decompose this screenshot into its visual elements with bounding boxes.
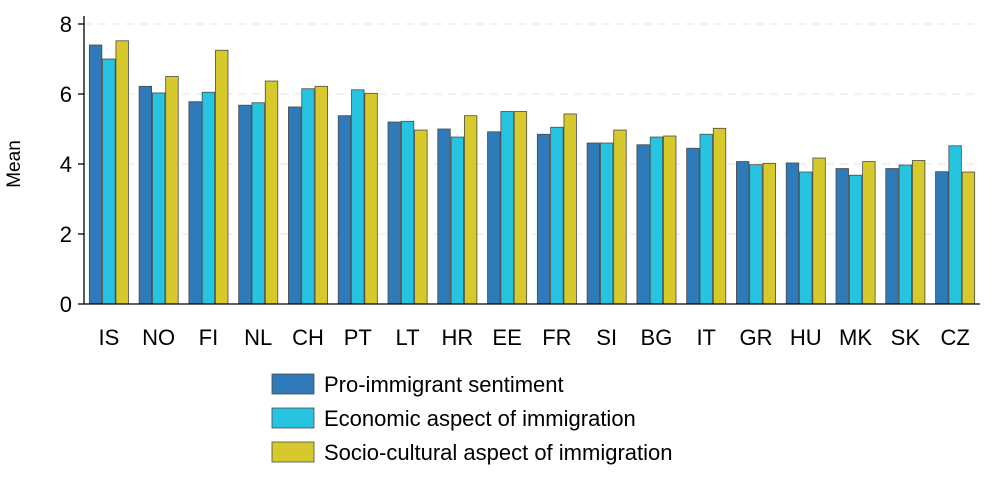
bar-gr-series-2: [749, 164, 763, 305]
bar-cz-series-2: [948, 145, 962, 305]
legend-swatch-1: [271, 373, 315, 395]
x-tick-labels: IS NO FI NL CH PT LT HR EE FR SI BG IT GR HU MK SK CZ: [98, 325, 969, 350]
bar-it-series-1: [686, 147, 700, 305]
x-tick-label-fr: FR: [542, 325, 571, 350]
legend-swatch-2: [271, 407, 315, 429]
x-tick-label-cz: CZ: [940, 325, 969, 350]
bar-fr-series-3: [563, 113, 577, 305]
bar-mk-series-3: [862, 161, 876, 305]
bar-nl-series-3: [264, 80, 279, 305]
bar-ch-series-3: [314, 85, 328, 305]
bar-si-series-3: [613, 129, 627, 305]
bar-cz-series-3: [961, 171, 976, 305]
legend-label-1: Pro-immigrant sentiment: [324, 372, 564, 397]
x-tick-label-si: SI: [596, 325, 617, 350]
bar-mk-series-2: [848, 174, 863, 305]
bar-fi-series-2: [201, 91, 216, 305]
bar-cz-series-1: [935, 171, 949, 305]
bar-lt-series-3: [414, 129, 428, 305]
bar-is-series-3: [115, 40, 129, 305]
bar-ee-series-2: [500, 111, 514, 305]
x-tick-label-sk: SK: [891, 325, 921, 350]
bar-pt-series-1: [337, 115, 352, 305]
y-tick-label: 2: [60, 222, 72, 247]
bar-bg-series-1: [636, 144, 650, 305]
bar-no-series-2: [152, 92, 166, 305]
bar-bg-series-3: [663, 135, 677, 305]
bar-bg-series-2: [649, 136, 664, 305]
x-tick-label-no: NO: [142, 325, 175, 350]
bar-hr-series-1: [437, 128, 451, 305]
legend: Pro-immigrant sentiment Economic aspect o…: [271, 372, 672, 465]
bar-hr-series-3: [463, 115, 478, 305]
bar-hr-series-2: [450, 136, 464, 305]
bar-gr-series-1: [736, 161, 750, 305]
bar-no-series-1: [138, 85, 153, 305]
bar-nl-series-1: [238, 104, 252, 305]
bar-hu-series-3: [812, 157, 826, 305]
bar-sk-series-1: [885, 168, 899, 305]
bar-pt-series-2: [351, 89, 365, 305]
legend-swatch-3: [271, 441, 315, 463]
legend-label-3: Socio-cultural aspect of immigration: [324, 440, 672, 465]
y-tick-label: 4: [60, 152, 72, 177]
bar-fr-series-2: [550, 126, 564, 305]
x-tick-label-pt: PT: [344, 325, 372, 350]
x-tick-label-bg: BG: [641, 325, 673, 350]
bar-ch-series-1: [288, 106, 302, 305]
bar-lt-series-1: [387, 121, 401, 305]
y-axis-title: Mean: [4, 140, 25, 188]
bar-is-series-2: [102, 58, 116, 305]
bar-ee-series-1: [487, 131, 501, 305]
axes: [78, 16, 980, 305]
bar-fi-series-1: [188, 101, 202, 305]
legend-label-2: Economic aspect of immigration: [324, 406, 636, 431]
bar-is-series-1: [88, 44, 103, 305]
bar-ch-series-2: [301, 88, 315, 305]
x-tick-label-hu: HU: [790, 325, 822, 350]
y-tick-labels: 0 2 4 6 8: [60, 12, 72, 317]
bar-pt-series-3: [364, 92, 378, 305]
bar-fi-series-3: [215, 49, 229, 305]
grid-lines: [84, 23, 980, 235]
y-tick-label: 0: [60, 292, 72, 317]
bar-it-series-2: [699, 133, 713, 305]
bar-sk-series-2: [898, 164, 912, 305]
bar-mk-series-1: [835, 168, 849, 305]
bar-lt-series-2: [400, 120, 415, 305]
bar-it-series-3: [712, 127, 727, 305]
x-tick-label-ee: EE: [492, 325, 521, 350]
x-tick-label-nl: NL: [244, 325, 272, 350]
bar-hu-series-1: [785, 162, 800, 305]
bar-fr-series-1: [536, 133, 551, 305]
x-tick-label-hr: HR: [441, 325, 473, 350]
bar-si-series-1: [586, 142, 601, 305]
x-tick-label-mk: MK: [839, 325, 872, 350]
bar-ee-series-3: [513, 111, 528, 305]
x-tick-label-gr: GR: [740, 325, 773, 350]
bar-nl-series-2: [251, 102, 265, 305]
bar-no-series-3: [165, 76, 179, 305]
bar-gr-series-3: [762, 162, 776, 305]
x-tick-label-ch: CH: [292, 325, 324, 350]
x-tick-label-fi: FI: [199, 325, 219, 350]
y-tick-label: 6: [60, 82, 72, 107]
x-tick-label-is: IS: [98, 325, 119, 350]
bar-hu-series-2: [799, 171, 813, 305]
x-tick-label-lt: LT: [396, 325, 420, 350]
bars: [88, 40, 976, 305]
bar-si-series-2: [600, 142, 614, 305]
x-tick-label-it: IT: [696, 325, 716, 350]
y-tick-label: 8: [60, 12, 72, 37]
bar-sk-series-3: [911, 160, 926, 305]
